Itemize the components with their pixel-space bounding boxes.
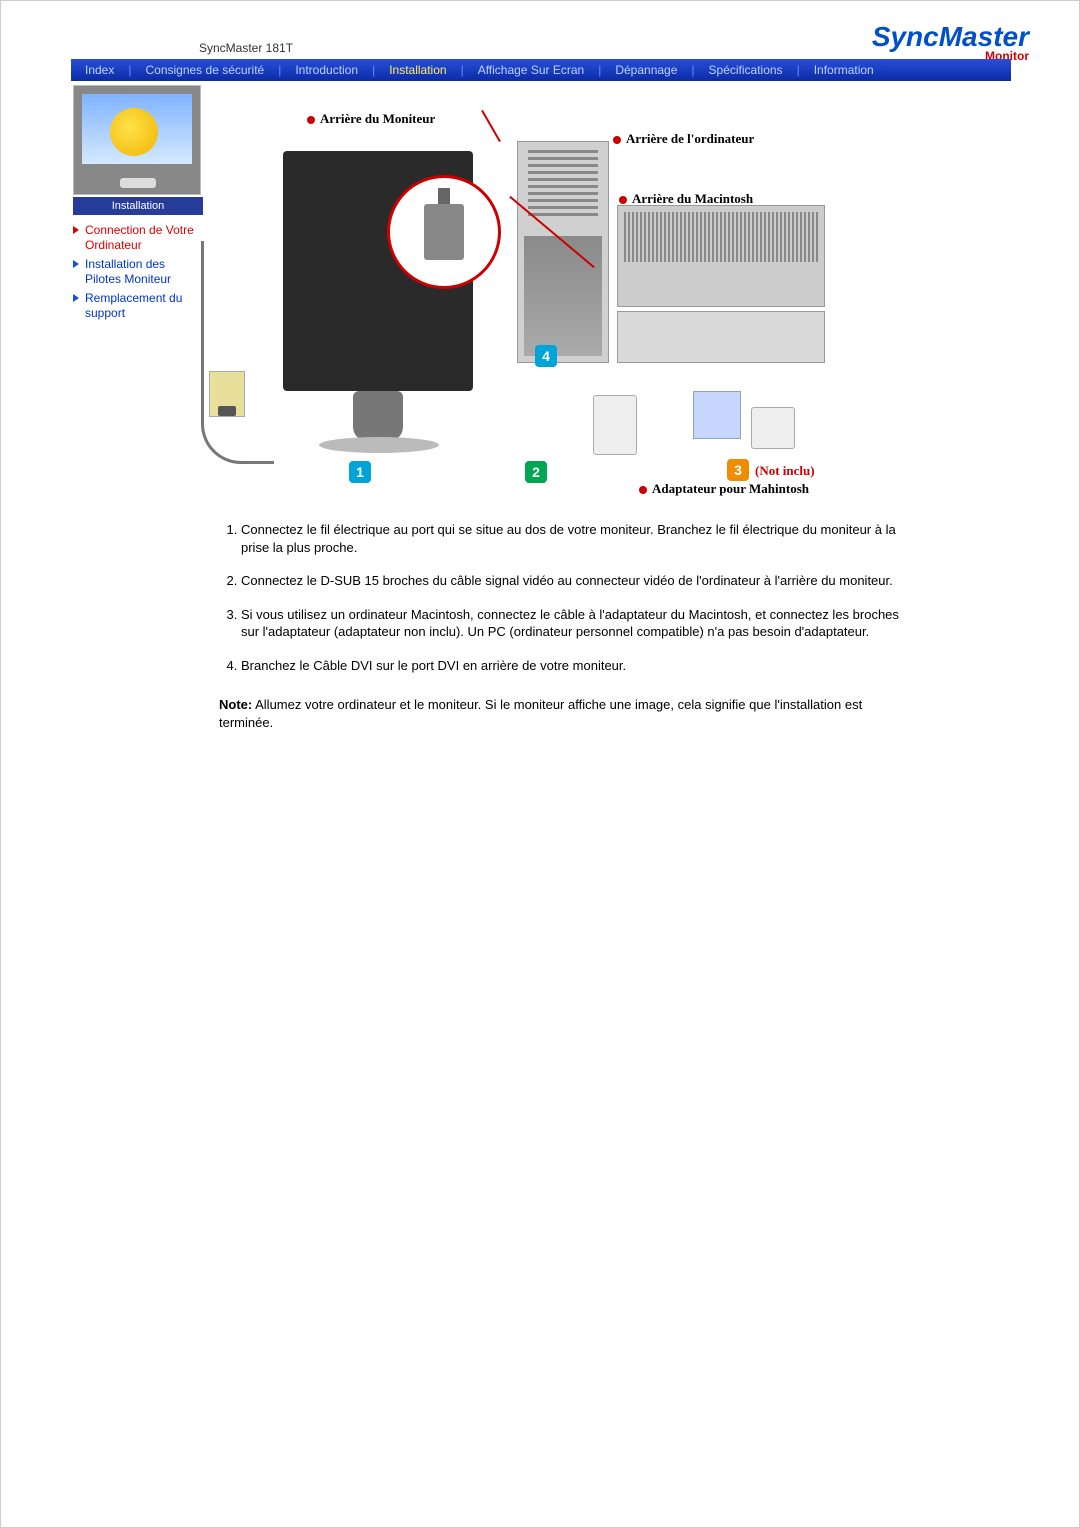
adapter-label: Adaptateur pour Mahintosh (639, 481, 809, 497)
sidebar-item-drivers[interactable]: Installation des Pilotes Moniteur (73, 257, 203, 287)
bullet-icon (639, 486, 647, 494)
bullet-icon (307, 116, 315, 124)
note-block: Note: Allumez votre ordinateur et le mon… (219, 696, 899, 731)
label-monitor-rear: Arrière du Moniteur (307, 111, 435, 127)
nav-intro[interactable]: Introduction (281, 63, 372, 77)
callout-line (481, 110, 501, 142)
wall-outlet-graphic (209, 371, 245, 417)
instruction-step: Si vous utilisez un ordinateur Macintosh… (241, 606, 899, 641)
triangle-icon (73, 260, 79, 268)
connector-graphic (593, 395, 637, 455)
thumb-stand (120, 178, 156, 188)
flower-icon (110, 108, 158, 156)
bullet-icon (619, 196, 627, 204)
adapter-graphic (693, 391, 741, 439)
sidebar-item-connection[interactable]: Connection de Votre Ordinateur (73, 223, 203, 253)
mac-vents (624, 212, 818, 262)
sidebar-section-label: Installation (73, 197, 203, 215)
sidebar-list: Connection de Votre Ordinateur Installat… (73, 223, 203, 321)
mac-ports-graphic (617, 311, 825, 363)
connector-graphic (751, 407, 795, 449)
nav-installation[interactable]: Installation (375, 63, 460, 77)
callout-number-1: 1 (349, 461, 371, 483)
sidebar-thumbnail (73, 85, 201, 195)
sidebar-item-label: Remplacement du support (85, 291, 203, 321)
callout-number-3: 3 (727, 459, 749, 481)
triangle-icon (73, 226, 79, 234)
model-label: SyncMaster 181T (199, 41, 293, 55)
triangle-icon (73, 294, 79, 302)
instruction-step: Connectez le D-SUB 15 broches du câble s… (241, 572, 899, 590)
label-text: Adaptateur pour Mahintosh (652, 481, 809, 496)
instruction-list: Connectez le fil électrique au port qui … (219, 521, 899, 674)
sidebar-item-label: Connection de Votre Ordinateur (85, 223, 203, 253)
sidebar-item-stand[interactable]: Remplacement du support (73, 291, 203, 321)
label-text: Arrière du Moniteur (320, 111, 435, 126)
sidebar-item-label: Installation des Pilotes Moniteur (85, 257, 203, 287)
pc-ports (524, 236, 602, 356)
note-text: Allumez votre ordinateur et le moniteur.… (219, 697, 862, 730)
header: SyncMaster 181T SyncMaster Monitor (1, 1, 1079, 61)
nav-osd[interactable]: Affichage Sur Ecran (464, 63, 599, 77)
instruction-step: Connectez le fil électrique au port qui … (241, 521, 899, 556)
label-pc-rear: Arrière de l'ordinateur (613, 131, 754, 147)
pc-slots (528, 150, 598, 220)
power-cable-graphic (201, 241, 274, 464)
connection-diagram: Arrière du Moniteur Arrière de l'ordinat… (219, 111, 839, 501)
bullet-icon (613, 136, 621, 144)
pc-tower-graphic (517, 141, 609, 363)
nav-safety[interactable]: Consignes de sécurité (131, 63, 278, 77)
callout-number-4: 4 (535, 345, 557, 367)
top-nav: Index| Consignes de sécurité| Introducti… (71, 59, 1011, 81)
label-text: Arrière du Macintosh (632, 191, 753, 206)
nav-info[interactable]: Information (800, 63, 888, 77)
zoom-circle (387, 175, 501, 289)
sidebar: Installation Connection de Votre Ordinat… (73, 85, 203, 325)
instructions: Connectez le fil électrique au port qui … (219, 521, 899, 731)
nav-index[interactable]: Index (71, 63, 128, 77)
note-label: Note: (219, 697, 252, 712)
plug-icon (424, 204, 464, 260)
mac-graphic (617, 205, 825, 307)
label-text: Arrière de l'ordinateur (626, 131, 754, 146)
monitor-base-graphic (319, 437, 439, 453)
instruction-step: Branchez le Câble DVI sur le port DVI en… (241, 657, 899, 675)
not-included-label: (Not inclu) (755, 463, 815, 479)
nav-specs[interactable]: Spécifications (695, 63, 797, 77)
page: SyncMaster 181T SyncMaster Monitor Index… (0, 0, 1080, 1528)
nav-troubleshoot[interactable]: Dépannage (601, 63, 691, 77)
callout-number-2: 2 (525, 461, 547, 483)
